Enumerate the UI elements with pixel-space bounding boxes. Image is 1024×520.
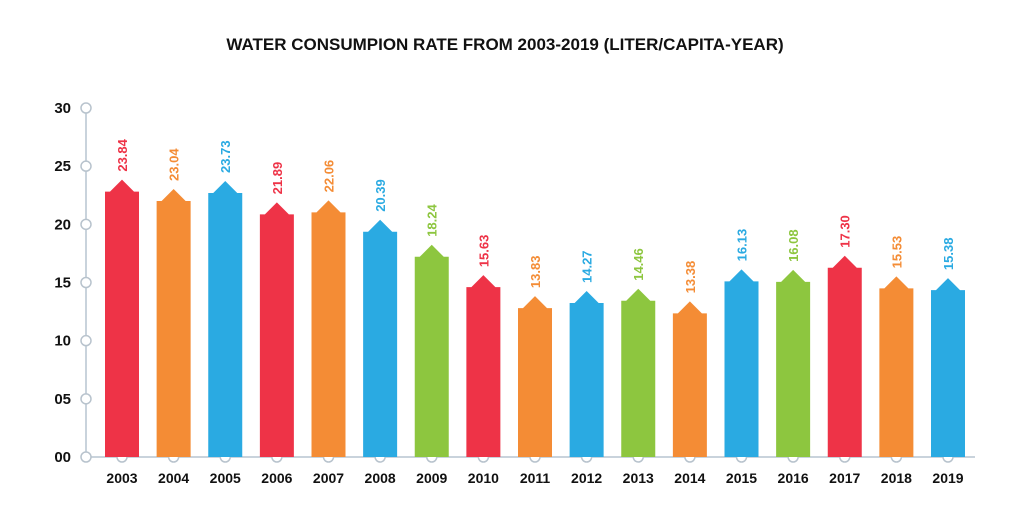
data-label-2003: 23.84 [115,138,130,171]
x-tick-label: 2007 [313,470,344,486]
y-tick-marker [80,160,92,172]
data-label-2013: 14.46 [631,248,646,281]
y-tick-label: 20 [54,216,71,233]
y-tick-marker [80,276,92,289]
data-label-2019: 15.38 [941,238,956,271]
data-label-2007: 22.06 [322,160,337,193]
data-label-2012: 14.27 [580,250,595,283]
bar-2003 [105,179,139,458]
x-tick-label: 2012 [571,470,602,486]
bar-2016 [776,269,811,457]
bar-2012 [569,290,604,457]
y-tick-label: 00 [54,449,71,466]
x-tick-label: 2010 [468,470,499,486]
bar-2006 [259,202,294,457]
bar-2005 [208,180,243,458]
bar-2017 [827,255,862,457]
x-tick-label: 2018 [881,470,912,486]
bar-2014 [672,301,707,457]
data-label-2014: 13.38 [683,261,698,294]
data-label-2004: 23.04 [167,148,182,181]
data-label-2015: 16.13 [735,229,750,262]
bar-2013 [621,288,656,457]
data-label-2005: 23.73 [218,140,233,173]
y-tick-marker [80,334,92,347]
x-tick-label: 2016 [778,470,809,486]
y-tick-label: 10 [54,333,71,350]
y-tick-marker [80,451,92,463]
x-tick-label: 2006 [261,470,292,486]
x-tick-label: 2004 [158,470,189,486]
bar-2015 [724,269,759,457]
y-tick-marker [80,393,92,405]
bar-2019 [931,278,965,457]
x-tick-label: 2017 [829,470,860,486]
x-tick-label: 2013 [623,470,654,486]
data-labels: 23.84 23.04 23.73 21.89 22.06 20.39 18.24 15.63… [115,138,956,293]
y-tick-marker [80,102,92,114]
bar-2008 [363,219,398,457]
y-tick-label: 15 [54,275,71,292]
x-tick-label: 2011 [520,470,551,486]
tick-labels: 00 05 10 15 20 25 30 2003 2004 2005 2006 2007 2008 20… [54,100,963,486]
data-label-2011: 13.83 [528,256,543,289]
x-tick-label: 2005 [210,470,241,486]
y-tick-label: 25 [54,158,71,175]
data-label-2008: 20.39 [373,179,388,212]
y-tick-marker [80,218,92,231]
bar-2009 [414,244,449,457]
data-label-2009: 18.24 [425,204,440,237]
data-label-2006: 21.89 [270,162,285,195]
data-label-2016: 16.08 [786,229,801,262]
x-tick-label: 2009 [416,470,447,486]
x-tick-label: 2019 [932,470,963,486]
data-label-2017: 17.30 [838,215,853,248]
x-tick-label: 2003 [106,470,137,486]
bars [105,179,965,458]
chart-title: WATER CONSUMPION RATE FROM 2003-2019 (LI… [226,35,783,54]
data-label-2010: 15.63 [476,235,491,268]
bar-2007 [311,200,346,458]
data-label-2018: 15.53 [889,236,904,269]
bar-2004 [156,188,191,457]
x-tick-label: 2014 [674,470,705,486]
bar-2010 [466,275,501,457]
y-tick-label: 05 [54,391,71,408]
x-tick-label: 2015 [726,470,757,486]
bar-2018 [879,276,914,457]
bar-2011 [518,296,552,457]
x-tick-label: 2008 [365,470,396,486]
y-tick-label: 30 [54,100,71,117]
